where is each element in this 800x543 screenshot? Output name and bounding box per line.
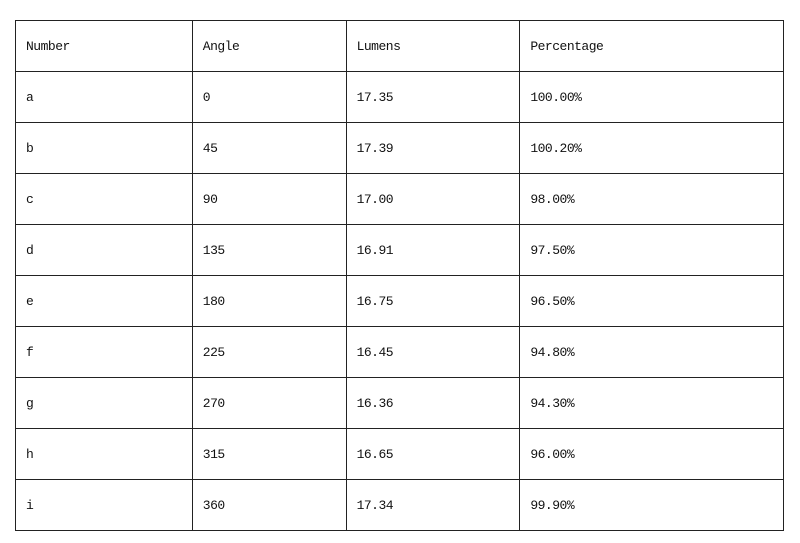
cell-percentage: 99.90% [519,479,784,531]
cell-number: e [15,275,193,327]
cell-lumens: 16.65 [345,428,521,480]
table-row: c 90 17.00 98.00% [15,173,784,225]
cell-angle: 90 [191,173,347,225]
cell-angle: 270 [191,377,347,429]
cell-percentage: 94.80% [519,326,784,378]
table-row: h 315 16.65 96.00% [15,428,784,480]
cell-percentage: 97.50% [519,224,784,276]
cell-lumens: 16.45 [345,326,521,378]
cell-number: g [15,377,193,429]
cell-angle: 360 [191,479,347,531]
cell-number: b [15,122,193,174]
table-row: f 225 16.45 94.80% [15,326,784,378]
table-row: e 180 16.75 96.50% [15,275,784,327]
cell-lumens: 16.91 [345,224,521,276]
data-table: Number Angle Lumens Percentage a 0 17.35 10… [15,20,784,531]
cell-percentage: 100.20% [519,122,784,174]
header-lumens: Lumens [345,20,521,72]
cell-percentage: 98.00% [519,173,784,225]
cell-number: c [15,173,193,225]
cell-lumens: 17.35 [345,71,521,123]
table-row: b 45 17.39 100.20% [15,122,784,174]
header-percentage: Percentage [519,20,784,72]
cell-angle: 135 [191,224,347,276]
cell-angle: 0 [191,71,347,123]
cell-angle: 180 [191,275,347,327]
cell-number: i [15,479,193,531]
header-number: Number [15,20,193,72]
cell-percentage: 96.50% [519,275,784,327]
cell-number: a [15,71,193,123]
cell-lumens: 16.36 [345,377,521,429]
cell-lumens: 17.00 [345,173,521,225]
cell-number: h [15,428,193,480]
cell-angle: 45 [191,122,347,174]
cell-lumens: 17.34 [345,479,521,531]
header-angle: Angle [191,20,347,72]
table-row: g 270 16.36 94.30% [15,377,784,429]
header-row: Number Angle Lumens Percentage [15,20,784,72]
cell-number: d [15,224,193,276]
table-row: a 0 17.35 100.00% [15,71,784,123]
table-row: i 360 17.34 99.90% [15,479,784,531]
cell-percentage: 96.00% [519,428,784,480]
cell-angle: 315 [191,428,347,480]
cell-angle: 225 [191,326,347,378]
cell-percentage: 100.00% [519,71,784,123]
cell-percentage: 94.30% [519,377,784,429]
cell-number: f [15,326,193,378]
cell-lumens: 17.39 [345,122,521,174]
cell-lumens: 16.75 [345,275,521,327]
table-row: d 135 16.91 97.50% [15,224,784,276]
